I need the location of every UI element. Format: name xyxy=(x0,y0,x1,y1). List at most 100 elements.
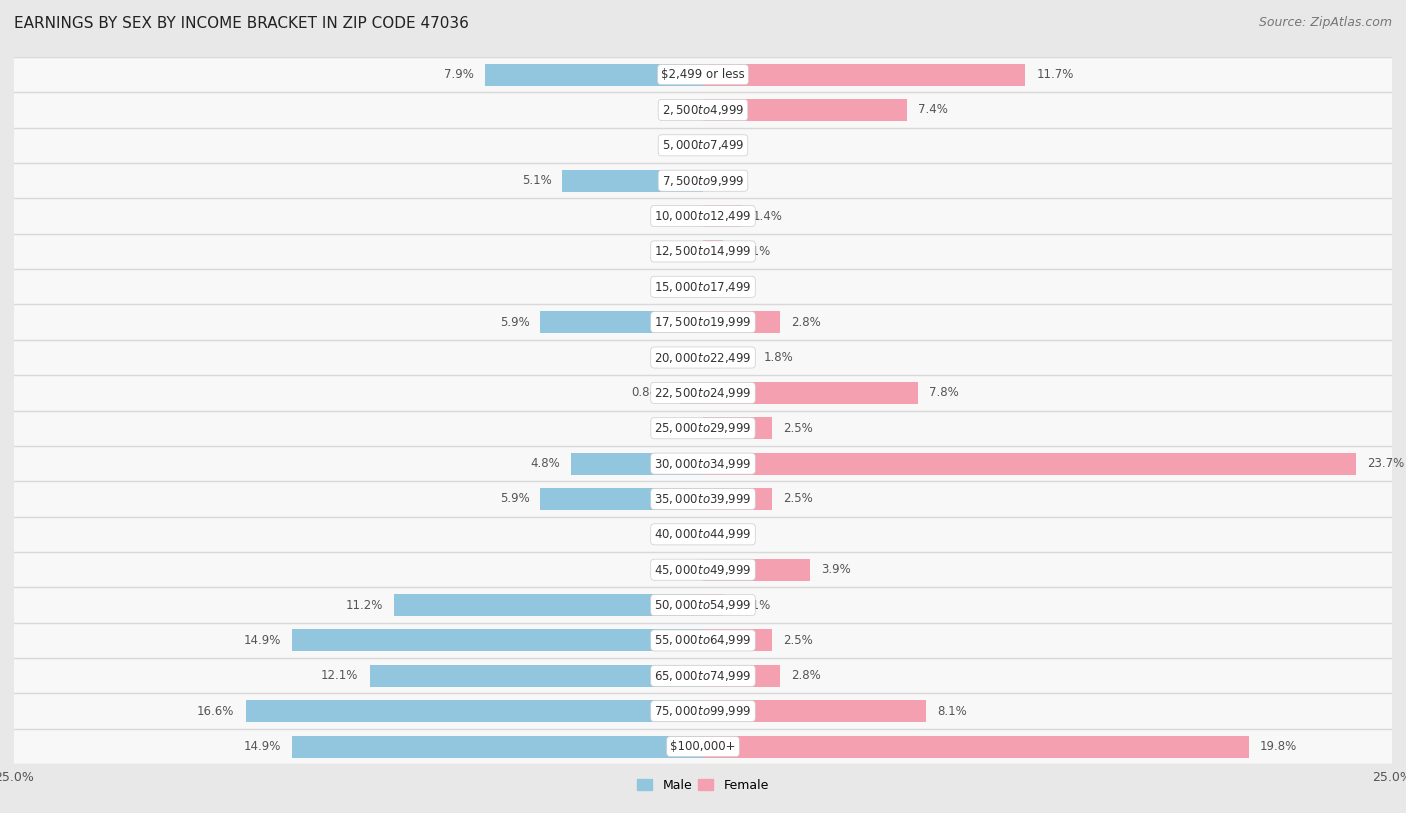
Bar xyxy=(292,736,703,758)
Text: $10,000 to $12,499: $10,000 to $12,499 xyxy=(654,209,752,223)
Text: 8.1%: 8.1% xyxy=(938,705,967,718)
Bar xyxy=(370,665,703,687)
Text: $35,000 to $39,999: $35,000 to $39,999 xyxy=(654,492,752,506)
Text: 2.8%: 2.8% xyxy=(792,669,821,682)
Text: $7,500 to $9,999: $7,500 to $9,999 xyxy=(662,174,744,188)
Bar xyxy=(540,311,703,333)
Text: 0.84%: 0.84% xyxy=(631,386,669,399)
Bar xyxy=(14,233,1392,269)
Bar xyxy=(703,488,772,510)
Text: 5.9%: 5.9% xyxy=(499,493,530,506)
Text: Source: ZipAtlas.com: Source: ZipAtlas.com xyxy=(1258,16,1392,29)
Bar xyxy=(703,559,810,580)
Text: 5.1%: 5.1% xyxy=(522,174,551,187)
Text: 0.71%: 0.71% xyxy=(734,245,770,258)
Bar xyxy=(703,382,918,404)
Text: 0.0%: 0.0% xyxy=(714,174,744,187)
Text: $45,000 to $49,999: $45,000 to $49,999 xyxy=(654,563,752,576)
Bar xyxy=(394,594,703,616)
Text: $75,000 to $99,999: $75,000 to $99,999 xyxy=(654,704,752,718)
Text: 0.0%: 0.0% xyxy=(714,528,744,541)
Bar xyxy=(14,552,1392,587)
Text: 14.9%: 14.9% xyxy=(245,740,281,753)
Text: 7.9%: 7.9% xyxy=(444,68,474,81)
Bar xyxy=(562,170,703,192)
Text: 0.0%: 0.0% xyxy=(662,139,692,152)
Bar xyxy=(703,700,927,722)
Text: 7.8%: 7.8% xyxy=(929,386,959,399)
Bar xyxy=(292,629,703,651)
Bar xyxy=(703,311,780,333)
Bar xyxy=(571,453,703,475)
Text: 0.0%: 0.0% xyxy=(662,103,692,116)
Text: 2.5%: 2.5% xyxy=(783,634,813,647)
Bar xyxy=(703,736,1249,758)
Bar xyxy=(14,304,1392,340)
Text: 0.0%: 0.0% xyxy=(714,280,744,293)
Text: 3.9%: 3.9% xyxy=(821,563,851,576)
Text: 0.0%: 0.0% xyxy=(662,422,692,435)
Text: $50,000 to $54,999: $50,000 to $54,999 xyxy=(654,598,752,612)
Bar xyxy=(14,623,1392,659)
Text: 0.0%: 0.0% xyxy=(714,139,744,152)
Text: 0.0%: 0.0% xyxy=(662,210,692,223)
Bar xyxy=(14,128,1392,163)
Bar xyxy=(14,269,1392,304)
Bar xyxy=(14,693,1392,729)
Bar xyxy=(703,241,723,263)
Text: 0.0%: 0.0% xyxy=(662,280,692,293)
Text: 16.6%: 16.6% xyxy=(197,705,235,718)
Bar xyxy=(14,446,1392,481)
Text: 0.0%: 0.0% xyxy=(662,563,692,576)
Text: 12.1%: 12.1% xyxy=(321,669,359,682)
Bar xyxy=(703,665,780,687)
Bar xyxy=(14,340,1392,375)
Bar xyxy=(703,346,752,368)
Text: 11.2%: 11.2% xyxy=(346,598,384,611)
Bar xyxy=(14,587,1392,623)
Text: $30,000 to $34,999: $30,000 to $34,999 xyxy=(654,457,752,471)
Text: $65,000 to $74,999: $65,000 to $74,999 xyxy=(654,669,752,683)
Bar xyxy=(14,92,1392,128)
Bar xyxy=(14,411,1392,446)
Bar xyxy=(14,481,1392,517)
Text: 2.5%: 2.5% xyxy=(783,422,813,435)
Text: $100,000+: $100,000+ xyxy=(671,740,735,753)
Legend: Male, Female: Male, Female xyxy=(633,774,773,797)
Bar xyxy=(14,659,1392,693)
Bar xyxy=(14,57,1392,92)
Text: $55,000 to $64,999: $55,000 to $64,999 xyxy=(654,633,752,647)
Text: $40,000 to $44,999: $40,000 to $44,999 xyxy=(654,528,752,541)
Text: 0.0%: 0.0% xyxy=(662,245,692,258)
Bar xyxy=(703,63,1025,85)
Text: $25,000 to $29,999: $25,000 to $29,999 xyxy=(654,421,752,435)
Bar xyxy=(703,205,741,227)
Bar xyxy=(246,700,703,722)
Text: $12,500 to $14,999: $12,500 to $14,999 xyxy=(654,245,752,259)
Bar xyxy=(540,488,703,510)
Bar xyxy=(703,594,723,616)
Text: 11.7%: 11.7% xyxy=(1036,68,1074,81)
Text: 5.9%: 5.9% xyxy=(499,315,530,328)
Text: 1.4%: 1.4% xyxy=(752,210,783,223)
Text: $15,000 to $17,499: $15,000 to $17,499 xyxy=(654,280,752,293)
Text: 1.8%: 1.8% xyxy=(763,351,793,364)
Bar xyxy=(14,517,1392,552)
Bar xyxy=(14,376,1392,411)
Text: 2.5%: 2.5% xyxy=(783,493,813,506)
Text: 14.9%: 14.9% xyxy=(245,634,281,647)
Text: 4.8%: 4.8% xyxy=(530,457,560,470)
Text: $22,500 to $24,999: $22,500 to $24,999 xyxy=(654,386,752,400)
Text: 19.8%: 19.8% xyxy=(1260,740,1296,753)
Bar xyxy=(703,417,772,439)
Bar xyxy=(703,99,907,121)
Bar xyxy=(14,729,1392,764)
Text: 23.7%: 23.7% xyxy=(1367,457,1405,470)
Bar xyxy=(703,629,772,651)
Bar xyxy=(14,163,1392,198)
Bar xyxy=(14,198,1392,234)
Bar xyxy=(681,382,703,404)
Bar xyxy=(485,63,703,85)
Text: $2,500 to $4,999: $2,500 to $4,999 xyxy=(662,103,744,117)
Text: $20,000 to $22,499: $20,000 to $22,499 xyxy=(654,350,752,364)
